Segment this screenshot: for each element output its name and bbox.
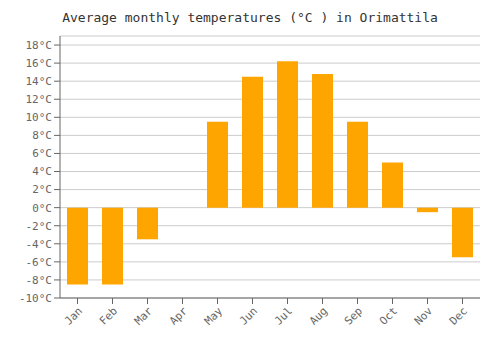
svg-text:Jun: Jun <box>237 304 260 327</box>
svg-text:Jan: Jan <box>62 304 85 327</box>
svg-text:Oct: Oct <box>377 304 400 327</box>
svg-text:Nov: Nov <box>412 304 436 328</box>
svg-text:Sep: Sep <box>342 304 365 327</box>
svg-text:6°C: 6°C <box>32 147 52 160</box>
svg-text:4°C: 4°C <box>32 165 52 178</box>
svg-text:Mar: Mar <box>132 304 156 328</box>
svg-text:-8°C: -8°C <box>26 274 53 287</box>
svg-text:-2°C: -2°C <box>26 220 53 233</box>
svg-text:18°C: 18°C <box>26 39 53 52</box>
svg-text:Apr: Apr <box>167 304 191 328</box>
svg-text:8°C: 8°C <box>32 129 52 142</box>
svg-text:12°C: 12°C <box>26 93 53 106</box>
svg-text:2°C: 2°C <box>32 183 52 196</box>
svg-text:-10°C: -10°C <box>19 292 52 305</box>
svg-text:-6°C: -6°C <box>26 256 53 269</box>
svg-text:0°C: 0°C <box>32 202 52 215</box>
svg-text:Feb: Feb <box>97 304 120 327</box>
svg-text:Dec: Dec <box>447 304 470 327</box>
html-text:Average monthly temperatures (: Average monthly temperatures (°C ) in Or… <box>62 10 438 25</box>
svg-text:10°C: 10°C <box>26 111 53 124</box>
svg-text:-4°C: -4°C <box>26 238 53 251</box>
svg-text:14°C: 14°C <box>26 75 53 88</box>
svg-text:16°C: 16°C <box>26 57 53 70</box>
svg-text:Jul: Jul <box>272 304 295 327</box>
svg-text:May: May <box>202 304 226 328</box>
svg-text:Aug: Aug <box>307 304 330 327</box>
